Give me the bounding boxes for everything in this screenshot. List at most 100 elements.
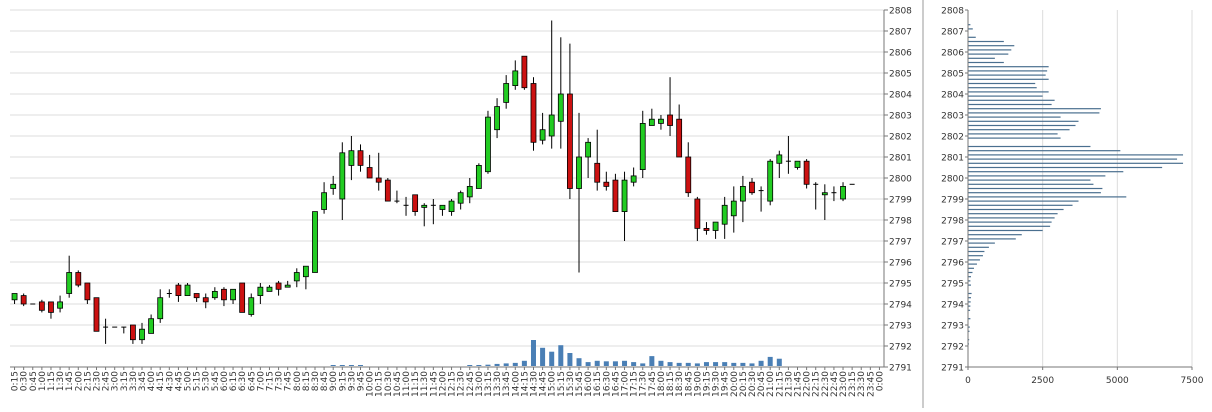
profile-y-tick-label: 2795 <box>941 280 964 290</box>
y-tick-label: 2798 <box>889 217 912 227</box>
candle-up <box>557 93 564 122</box>
candle-up <box>739 185 746 202</box>
x-tick-label: 18:15 <box>666 371 676 397</box>
y-tick-label: 2794 <box>889 301 912 311</box>
x-tick-label: 1:45 <box>65 371 75 391</box>
profile-bar <box>968 171 1124 173</box>
x-tick-label: 12:45 <box>466 371 476 397</box>
profile-bar <box>968 40 1004 43</box>
profile-bar <box>968 137 1061 139</box>
x-tick-label: 22:45 <box>830 371 840 397</box>
volume-bar <box>521 360 527 366</box>
x-tick-label: 12:30 <box>457 371 467 397</box>
y-tick-label: 2796 <box>889 259 912 269</box>
x-tick-label: 7:45 <box>284 371 294 391</box>
y-tick-label: 2805 <box>889 70 912 80</box>
profile-bar <box>968 61 1004 64</box>
profile-bar <box>968 36 976 38</box>
candle-down <box>221 288 227 301</box>
profile-bar <box>968 95 1043 97</box>
profile-bar <box>968 339 970 341</box>
candle-up <box>621 179 628 213</box>
x-tick-label: 18:30 <box>675 371 685 397</box>
volume-bar <box>540 347 546 366</box>
candle-down <box>239 282 246 313</box>
x-tick-label: 0:45 <box>29 371 39 391</box>
x-tick-label: 9:45 <box>357 371 367 391</box>
volume-bar <box>467 365 473 366</box>
x-tick-label: 10:00 <box>366 371 376 397</box>
profile-bar <box>968 112 1100 114</box>
profile-bar <box>968 292 972 295</box>
y-tick-label: 2807 <box>889 28 912 38</box>
x-tick-label: 17:15 <box>630 371 640 397</box>
x-tick-label: 4:15 <box>156 371 166 391</box>
x-tick-label: 4:30 <box>165 371 175 391</box>
candle-up <box>266 286 273 292</box>
candle-down <box>202 297 209 303</box>
x-tick-label: 16:15 <box>593 371 603 397</box>
x-tick-label: 1:30 <box>56 371 66 391</box>
candle-up <box>148 318 155 334</box>
x-tick-label: 9:15 <box>338 371 348 391</box>
x-tick-label: 15:15 <box>557 371 567 397</box>
profile-bar <box>968 204 1073 206</box>
volume-bar <box>549 351 555 366</box>
candle-up <box>57 301 63 309</box>
x-tick-label: 20:15 <box>739 371 749 397</box>
profile-x-tick-label: 0 <box>965 376 971 386</box>
candle-down <box>676 118 683 158</box>
candle-down <box>193 293 200 299</box>
candle-down <box>703 227 710 231</box>
volume-bar <box>694 363 700 366</box>
x-tick-label: 10:45 <box>393 371 403 397</box>
candle-up <box>840 185 846 200</box>
candle-up <box>503 83 510 103</box>
candle-down <box>75 272 82 286</box>
x-tick-label: 14:00 <box>511 371 521 397</box>
candle-down <box>93 297 100 332</box>
x-tick-label: 5:30 <box>202 371 212 391</box>
profile-bar <box>968 246 989 248</box>
volume-bar <box>585 362 591 366</box>
x-tick-label: 20:30 <box>748 371 758 397</box>
x-tick-label: 11:30 <box>420 371 430 397</box>
x-tick-label: 0:30 <box>20 371 30 391</box>
profile-bar <box>968 120 1079 122</box>
volume-profile-bars <box>968 24 1184 345</box>
profile-bar <box>968 87 1037 89</box>
candle-up <box>11 293 18 301</box>
x-tick-label: 12:00 <box>438 371 448 397</box>
profile-bar <box>968 309 971 311</box>
profile-bar <box>968 91 1049 93</box>
profile-bar <box>968 271 973 274</box>
y-tick-label: 2791 <box>889 364 912 374</box>
candle-down <box>357 150 364 166</box>
x-tick-label: 7:00 <box>256 371 266 391</box>
profile-bar <box>968 82 1036 85</box>
candle-down <box>366 167 373 179</box>
profile-y-tick-label: 2800 <box>941 175 964 185</box>
candle-up <box>448 200 455 213</box>
x-tick-label: 7:30 <box>275 371 285 391</box>
profile-x-tick-label: 7500 <box>1181 376 1204 386</box>
candle-up <box>139 328 145 341</box>
candle-up <box>767 160 774 202</box>
x-tick-label: 14:45 <box>539 371 549 397</box>
y-tick-label: 2792 <box>889 343 912 353</box>
candle-down <box>667 114 673 126</box>
candle-down <box>567 93 573 189</box>
profile-bar <box>968 78 1049 80</box>
x-tick-label: 16:45 <box>611 371 621 397</box>
profile-bar <box>968 166 1163 169</box>
x-tick-label: 1:00 <box>38 371 48 391</box>
candle-up <box>284 284 291 288</box>
candle-up <box>248 297 255 315</box>
x-tick-label: 0:00 <box>875 371 885 391</box>
profile-bar <box>968 108 1101 110</box>
x-tick-label: 8:45 <box>320 371 330 391</box>
profile-bar <box>968 66 1049 68</box>
profile-bar <box>968 129 1070 131</box>
candle-up <box>721 204 728 225</box>
